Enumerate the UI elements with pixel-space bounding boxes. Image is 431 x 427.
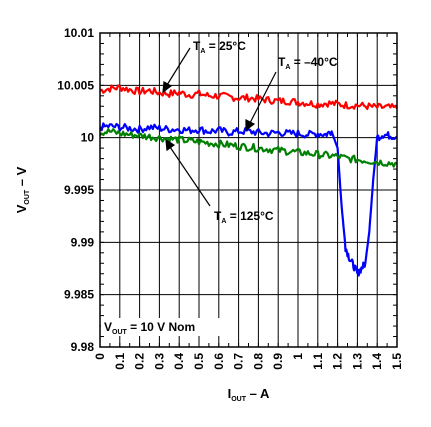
x-tick-label: 1.4 [370, 353, 384, 370]
y-axis-label: VOUT – V [14, 166, 31, 213]
x-tick-label: 0.9 [271, 353, 285, 370]
x-tick-label: 0.2 [133, 353, 147, 370]
y-tick-label: 9.98 [71, 340, 95, 354]
arrowhead-125c [165, 138, 176, 152]
series-line-0 [99, 84, 398, 111]
y-tick-label: 10.01 [64, 26, 94, 40]
x-tick-label: 1.5 [390, 353, 404, 370]
annotation-minus40c: TA = –40°C [278, 55, 338, 71]
arrow-minus40c [249, 71, 277, 124]
annotation-arrows [162, 47, 277, 207]
x-axis-label: IOUT – A [228, 386, 270, 403]
arrowhead-minus40c [245, 119, 256, 132]
annotation-125c: TA = 125°C [214, 209, 274, 225]
y-tick-label: 9.99 [71, 235, 95, 249]
annotation-nominal: VOUT = 10 V Nom [104, 320, 195, 336]
x-tick-labels: 0 0.1 0.2 0.3 0.4 0.5 0.6 0.7 0.8 0.9 1 1.1 1.2 1.3 1.… [93, 353, 404, 370]
x-tick-label: 0.8 [251, 353, 265, 370]
x-tick-label: 0.6 [212, 353, 226, 370]
y-tick-labels: 9.98 9.985 9.99 9.995 10 10.005 10.01 [57, 26, 94, 354]
arrowhead-25c [162, 81, 173, 94]
y-tick-label: 10 [81, 131, 95, 145]
nominal-label-bg [101, 318, 221, 336]
x-tick-label: 0.1 [113, 353, 127, 370]
x-tick-label: 0.3 [152, 353, 166, 370]
y-tick-label: 9.995 [64, 183, 94, 197]
x-tick-label: 1.3 [350, 353, 364, 370]
y-tick-label: 9.985 [64, 288, 94, 302]
series-layer [99, 84, 398, 277]
y-tick-label: 10.005 [57, 78, 94, 92]
series-line-2 [99, 128, 398, 168]
annotation-25c: TA = 25°C [193, 39, 246, 55]
x-tick-label: 1 [291, 353, 305, 360]
arrow-125c [169, 146, 211, 207]
x-tick-label: 1.1 [311, 353, 325, 370]
series-line-1 [99, 122, 398, 277]
x-tick-label: 0.7 [232, 353, 246, 370]
x-tick-label: 1.2 [331, 353, 345, 370]
arrow-25c [166, 47, 191, 86]
grid [99, 32, 398, 348]
x-tick-label: 0.4 [172, 353, 186, 370]
x-tick-label: 0.5 [192, 353, 206, 370]
plot-frame [99, 32, 398, 348]
x-tick-label: 0 [93, 353, 107, 360]
